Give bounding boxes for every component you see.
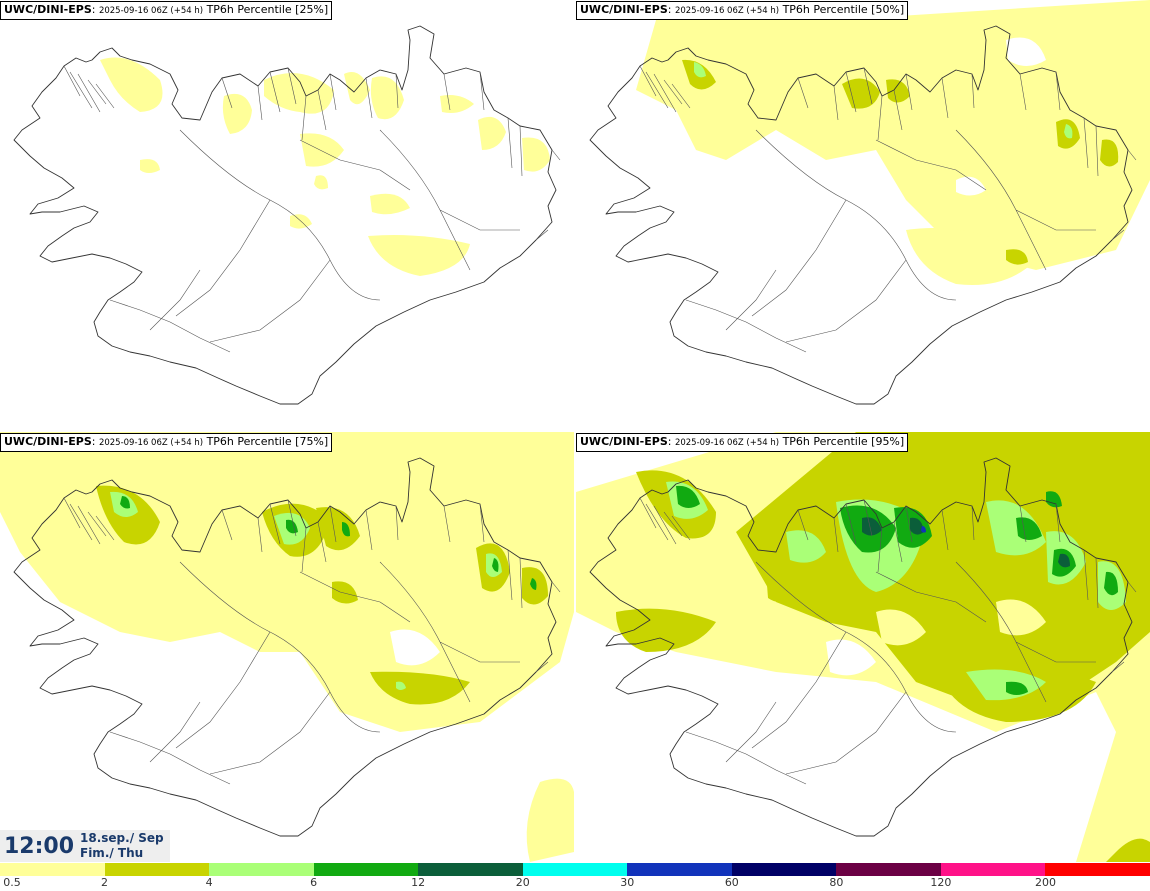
valid-time: 12:00 [4,834,75,859]
map-panel-p25: UWC/DINI-EPS: 2025-09-16 06Z (+54 h) TP6… [0,0,574,430]
colorbar-tick-label: 0.5 [3,876,21,889]
precip-map-p50 [589,0,1150,405]
colorbar-tick-label: 2 [101,876,109,889]
precip-map-p95 [576,432,1150,862]
colorbar-ticks: 0.5 2 4 6 12 20 30 60 80 120 200 [0,876,1150,891]
colorbar-segment [104,863,210,876]
colorbar-tick-label: 80 [829,876,844,889]
colorbar-segment [627,863,732,876]
valid-time-box: 12:00 18.sep./ Sep Fim./ Thu [0,830,170,862]
colorbar-tick-label: 12 [411,876,426,889]
valid-date: 18.sep./ Sep Fim./ Thu [80,831,164,861]
colorbar-segment [0,863,105,876]
colorbar-segment [522,863,628,876]
colorbar-segment [209,863,314,876]
colorbar-segment [731,863,837,876]
precip-map-p75 [0,432,574,862]
valid-date-line2: Fim./ Thu [80,846,144,860]
colorbar [0,863,1150,876]
colorbar-tick-label: 4 [205,876,213,889]
precip-map-p25 [13,25,561,405]
colorbar-tick-label: 120 [930,876,952,889]
colorbar-tick-label: 200 [1034,876,1056,889]
colorbar-tick-label: 6 [310,876,318,889]
colorbar-tick-label: 30 [620,876,635,889]
map-panel-p50: UWC/DINI-EPS: 2025-09-16 06Z (+54 h) TP6… [576,0,1150,430]
colorbar-segment [836,863,941,876]
map-panel-p95: UWC/DINI-EPS: 2025-09-16 06Z (+54 h) TP6… [576,432,1150,862]
panel-title: UWC/DINI-EPS: 2025-09-16 06Z (+54 h) TP6… [576,433,909,452]
colorbar-tick-label: 60 [724,876,739,889]
panel-title: UWC/DINI-EPS: 2025-09-16 06Z (+54 h) TP6… [0,433,333,452]
colorbar-segment [940,863,1046,876]
colorbar-tick-label: 20 [515,876,530,889]
colorbar-segment [1045,863,1150,876]
map-panel-p75: UWC/DINI-EPS: 2025-09-16 06Z (+54 h) TP6… [0,432,574,862]
colorbar-segment [313,863,419,876]
valid-date-line1: 18.sep./ Sep [80,831,164,845]
panel-title: UWC/DINI-EPS: 2025-09-16 06Z (+54 h) TP6… [0,1,333,20]
colorbar-segment [418,863,523,876]
panel-title: UWC/DINI-EPS: 2025-09-16 06Z (+54 h) TP6… [576,1,909,20]
